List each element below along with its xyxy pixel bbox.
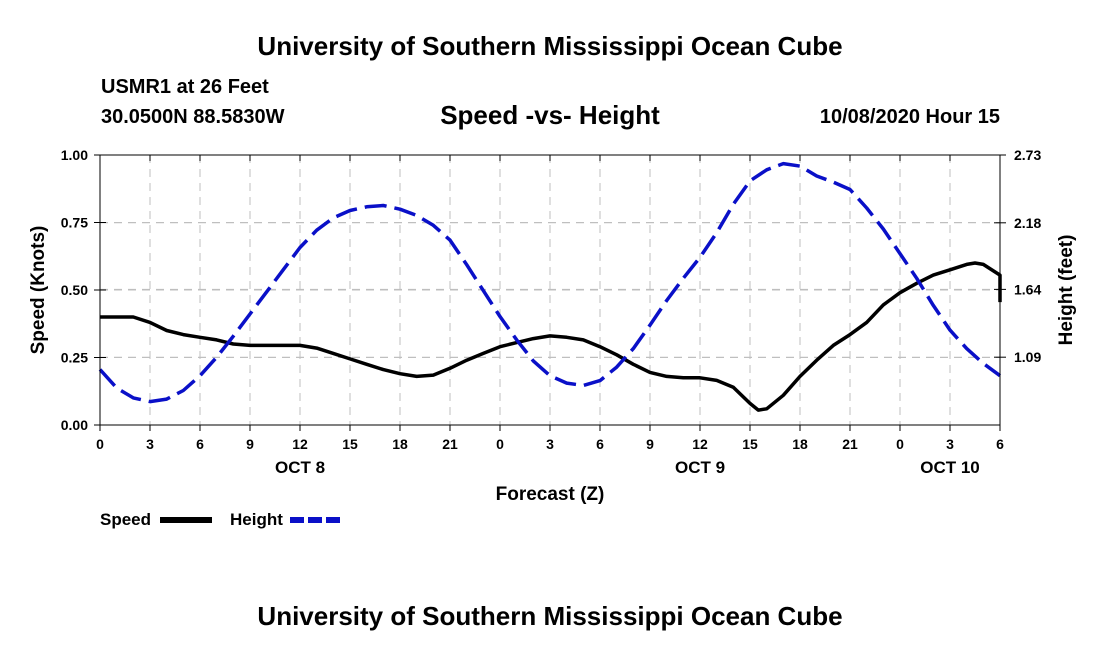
coordinates-label: 30.0500N 88.5830W [101, 106, 285, 128]
height-series-line [98, 161, 1002, 404]
x-tick-label: 6 [596, 436, 604, 452]
day-label: OCT 8 [275, 458, 325, 477]
legend: Speed Height [100, 510, 342, 529]
y2-tick-label: 1.09 [1014, 349, 1041, 365]
x-tick-label: 15 [342, 436, 358, 452]
x-tick-label: 3 [546, 436, 554, 452]
y-tick-label: 0.25 [61, 350, 88, 366]
y-tick-label: 0.75 [61, 215, 88, 231]
x-tick-label: 0 [896, 436, 904, 452]
x-tick-label: 21 [842, 436, 858, 452]
footer-title: University of Southern Mississippi Ocean… [257, 601, 843, 631]
forecast-datetime: 10/08/2020 Hour 15 [819, 106, 1000, 128]
x-tick-label: 12 [692, 436, 708, 452]
x-tick-label: 15 [742, 436, 758, 452]
day-label: OCT 9 [675, 458, 725, 477]
x-tick-label: 3 [946, 436, 954, 452]
x-axis-title: Forecast (Z) [496, 484, 605, 505]
y2-axis-title: Height (feet) [1056, 235, 1077, 346]
x-tick-label: 6 [196, 436, 204, 452]
x-tick-label: 18 [792, 436, 808, 452]
page-title: University of Southern Mississippi Ocean… [257, 31, 843, 61]
label-layer: 0 3 6 9 12 15 18 21 0 3 6 9 12 15 18 21 0 3 6 OCT 8 OCT 9 OCT… [28, 147, 1077, 505]
x-tick-label: 21 [442, 436, 458, 452]
x-tick-label: 18 [392, 436, 408, 452]
y-axis-title: Speed (Knots) [28, 226, 49, 355]
axis-layer [94, 154, 1006, 431]
x-tick-label: 3 [146, 436, 154, 452]
station-label: USMR1 at 26 Feet [101, 76, 269, 98]
x-tick-label: 6 [996, 436, 1004, 452]
grid-layer [100, 155, 1000, 425]
legend-label-speed: Speed [100, 510, 151, 529]
x-tick-label: 9 [246, 436, 254, 452]
x-tick-label: 9 [646, 436, 654, 452]
y-tick-label: 1.00 [61, 147, 88, 163]
x-tick-label: 12 [292, 436, 308, 452]
y2-tick-label: 2.73 [1014, 147, 1041, 163]
x-tick-label: 0 [96, 436, 104, 452]
y2-tick-label: 1.64 [1014, 281, 1041, 297]
speed-series-line [100, 261, 1002, 412]
x-tick-label: 0 [496, 436, 504, 452]
day-label: OCT 10 [920, 458, 980, 477]
y-tick-label: 0.50 [61, 282, 88, 298]
series-layer [98, 161, 1002, 412]
legend-label-height: Height [230, 510, 283, 529]
y2-tick-label: 2.18 [1014, 215, 1041, 231]
y-tick-label: 0.00 [61, 417, 88, 433]
chart-title: Speed -vs- Height [440, 100, 660, 130]
